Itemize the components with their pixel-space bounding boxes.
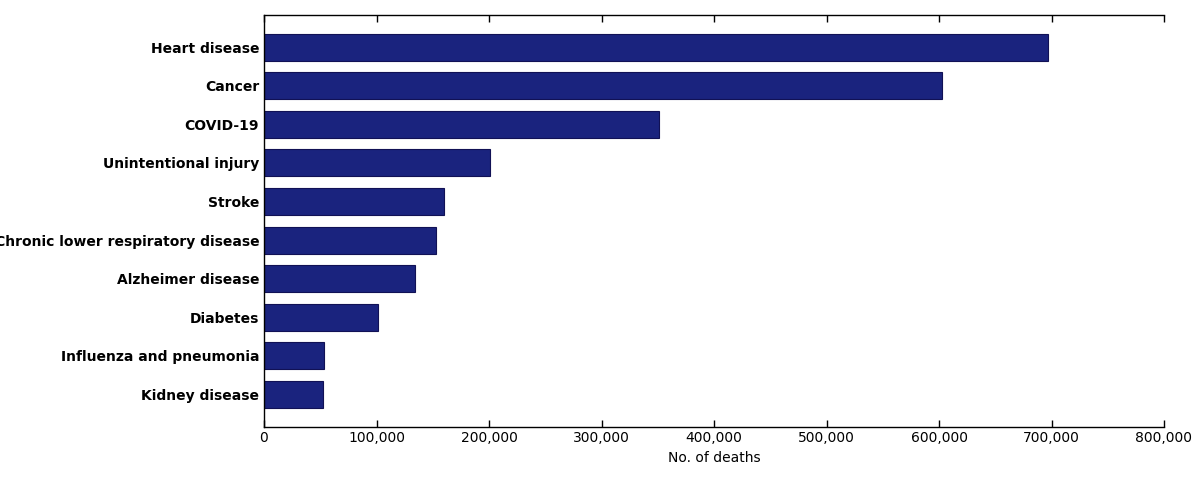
Bar [264, 304, 378, 331]
Bar [264, 342, 324, 369]
Bar [264, 265, 415, 292]
Bar [264, 34, 1048, 61]
Bar [264, 227, 436, 253]
Bar [264, 188, 444, 215]
Bar [264, 111, 659, 138]
Bar [264, 149, 490, 177]
X-axis label: No. of deaths: No. of deaths [667, 451, 761, 465]
Bar [264, 72, 942, 99]
Bar [264, 381, 323, 408]
